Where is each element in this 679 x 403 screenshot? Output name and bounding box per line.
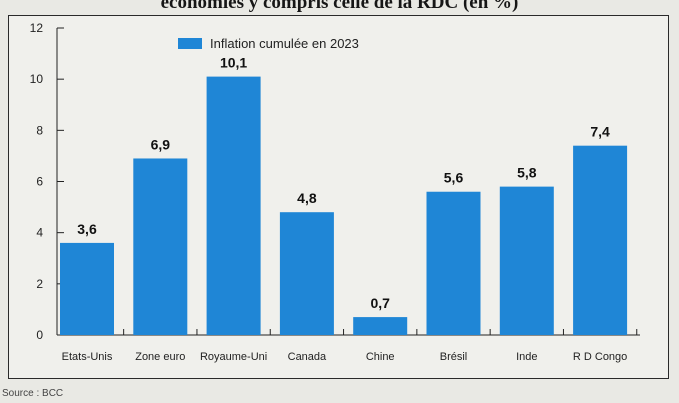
- bar: [353, 317, 408, 335]
- category-label: Canada: [288, 351, 327, 363]
- bar: [60, 242, 114, 335]
- y-tick-label: 0: [36, 328, 43, 342]
- bar: [573, 145, 628, 335]
- bar: [206, 76, 261, 335]
- category-label: Chine: [366, 351, 395, 363]
- data-label: 7,4: [590, 124, 610, 140]
- category-label: Inde: [516, 351, 537, 363]
- y-tick-label: 4: [36, 226, 43, 240]
- y-tick-label: 12: [30, 21, 44, 35]
- y-tick-label: 10: [30, 72, 44, 86]
- bar: [279, 212, 334, 335]
- data-label: 10,1: [220, 55, 247, 71]
- data-label: 3,6: [77, 221, 97, 237]
- legend-swatch: [178, 38, 202, 49]
- y-tick-label: 6: [36, 175, 43, 189]
- data-label: 5,8: [517, 165, 537, 181]
- category-label: Zone euro: [135, 351, 185, 363]
- bar: [499, 186, 554, 335]
- category-label: Etats-Unis: [62, 351, 113, 363]
- bar: [133, 158, 188, 335]
- page-title: économies y compris celle de la RDC (en …: [160, 0, 519, 13]
- category-label: Brésil: [440, 351, 468, 363]
- data-label: 5,6: [444, 170, 464, 186]
- category-label: R D Congo: [573, 351, 627, 363]
- bar: [426, 191, 481, 335]
- category-label: Royaume-Uni: [200, 351, 267, 363]
- y-tick-label: 8: [36, 123, 43, 137]
- data-label: 4,8: [297, 190, 317, 206]
- source-note: Source : BCC: [2, 388, 64, 399]
- data-label: 6,9: [151, 136, 171, 152]
- data-label: 0,7: [370, 295, 390, 311]
- legend-label: Inflation cumulée en 2023: [210, 36, 359, 51]
- chart-frame: [8, 15, 669, 379]
- y-tick-label: 2: [36, 277, 43, 291]
